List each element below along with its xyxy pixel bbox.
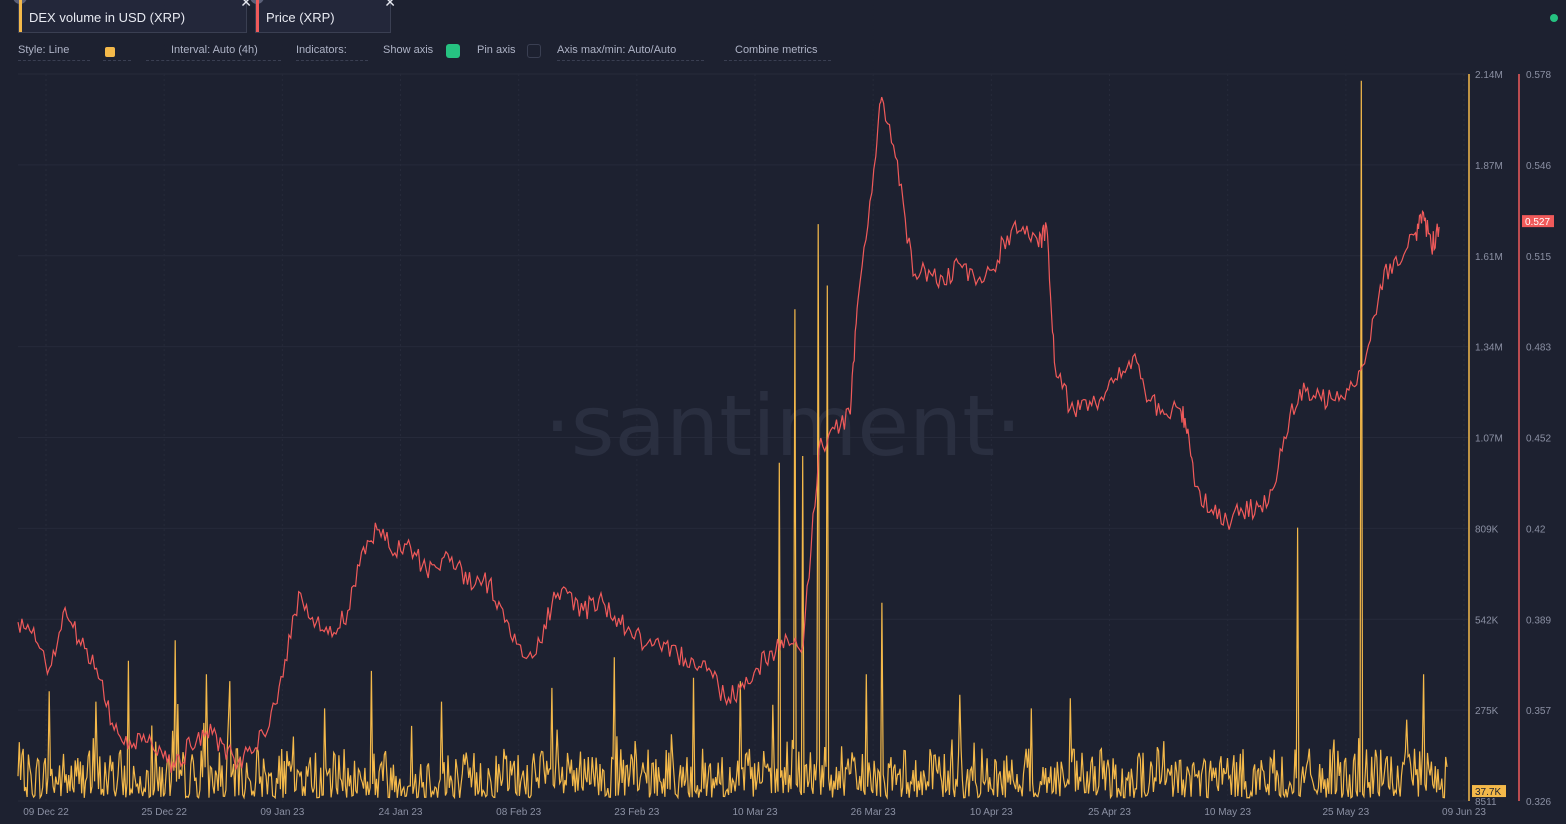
interval-label: Interval: Auto (4h) [171, 44, 258, 56]
series-color-stripe [256, 0, 259, 32]
x-tick-label: 08 Feb 23 [496, 807, 541, 818]
style-selector[interactable]: Style: Line [18, 44, 90, 61]
left-axis: 2.14M 1.87M 1.61M 1.34M 1.07M 809K 542K 275K 851… [1468, 70, 1506, 808]
checkbox-checked-icon[interactable] [446, 44, 460, 58]
color-picker[interactable] [103, 44, 131, 61]
show-axis-toggle[interactable]: Show axis [383, 44, 463, 60]
volume-current-label: 37.7K [1475, 787, 1501, 798]
volume-tick-label: 809K [1475, 524, 1499, 535]
price-current-badge [1522, 215, 1554, 228]
pin-axis-toggle[interactable]: Pin axis [477, 44, 543, 60]
volume-tick-label: 1.87M [1475, 161, 1503, 172]
show-axis-label: Show axis [383, 44, 434, 56]
x-tick-label: 25 Dec 22 [141, 807, 187, 818]
metric-tab-dex-volume[interactable]: DEX volume in USD (XRP) ✕ [13, 0, 252, 33]
grid-lines [18, 73, 1468, 802]
watermark: ·santiment· [544, 377, 1022, 475]
x-tick-label: 10 May 23 [1204, 807, 1251, 818]
x-tick-label: 26 Mar 23 [851, 807, 896, 818]
price-series [17, 96, 1440, 773]
color-swatch-icon [105, 47, 115, 57]
price-tick-label: 0.546 [1526, 161, 1551, 172]
combine-metrics-label: Combine metrics [735, 44, 818, 56]
metric-tab-price[interactable]: Price (XRP) ✕ [250, 0, 396, 33]
x-axis: 09 Dec 22 25 Dec 22 09 Jan 23 24 Jan 23 08 F… [23, 807, 1486, 818]
volume-current-badge [1472, 785, 1506, 798]
price-line [17, 96, 1440, 773]
x-tick-label: 09 Jan 23 [260, 807, 304, 818]
volume-tick-label: 275K [1475, 706, 1499, 717]
checkbox-unchecked-icon[interactable] [527, 44, 541, 58]
price-tick-label: 0.42 [1526, 524, 1546, 535]
dex-volume-line [17, 80, 1448, 800]
volume-tick-label: 2.14M [1475, 70, 1503, 81]
volume-tick-label: 1.34M [1475, 343, 1503, 354]
dex-volume-series [17, 80, 1448, 800]
volume-tick-label: 1.07M [1475, 434, 1503, 445]
x-tick-label: 09 Jun 23 [1442, 807, 1486, 818]
x-tick-label: 25 May 23 [1322, 807, 1369, 818]
price-tick-label: 0.389 [1526, 615, 1551, 626]
pin-axis-label: Pin axis [477, 44, 516, 56]
price-tick-label: 0.515 [1526, 252, 1551, 263]
price-current-label: 0.527 [1525, 217, 1550, 228]
axis-maxmin-selector[interactable]: Axis max/min: Auto/Auto [557, 44, 704, 61]
x-tick-label: 09 Dec 22 [23, 807, 69, 818]
x-tick-label: 24 Jan 23 [379, 807, 423, 818]
live-status-dot [1550, 14, 1558, 22]
interval-selector[interactable]: Interval: Auto (4h) [146, 44, 281, 61]
close-icon[interactable]: ✕ [240, 0, 252, 10]
close-icon[interactable]: ✕ [384, 0, 396, 10]
right-axis: 0.578 0.546 0.515 0.483 0.452 0.42 0.389 0.357 0… [1518, 70, 1554, 808]
metric-tab-label: DEX volume in USD (XRP) [29, 10, 186, 25]
series-color-stripe [19, 0, 22, 32]
x-tick-label: 10 Mar 23 [732, 807, 777, 818]
price-tick-label: 0.452 [1526, 434, 1551, 445]
combine-metrics-button[interactable]: Combine metrics [724, 44, 831, 61]
volume-tick-label: 8511 [1475, 797, 1497, 808]
volume-tick-label: 542K [1475, 615, 1499, 626]
price-tick-label: 0.578 [1526, 70, 1551, 81]
price-tick-label: 0.326 [1526, 797, 1551, 808]
price-tick-label: 0.483 [1526, 343, 1551, 354]
price-tick-label: 0.357 [1526, 706, 1551, 717]
x-tick-label: 25 Apr 23 [1088, 807, 1131, 818]
metric-tab-label: Price (XRP) [266, 10, 335, 25]
indicators-selector[interactable]: Indicators: [296, 44, 368, 61]
x-tick-label: 10 Apr 23 [970, 807, 1013, 818]
volume-tick-label: 1.61M [1475, 252, 1503, 263]
x-tick-label: 23 Feb 23 [614, 807, 659, 818]
